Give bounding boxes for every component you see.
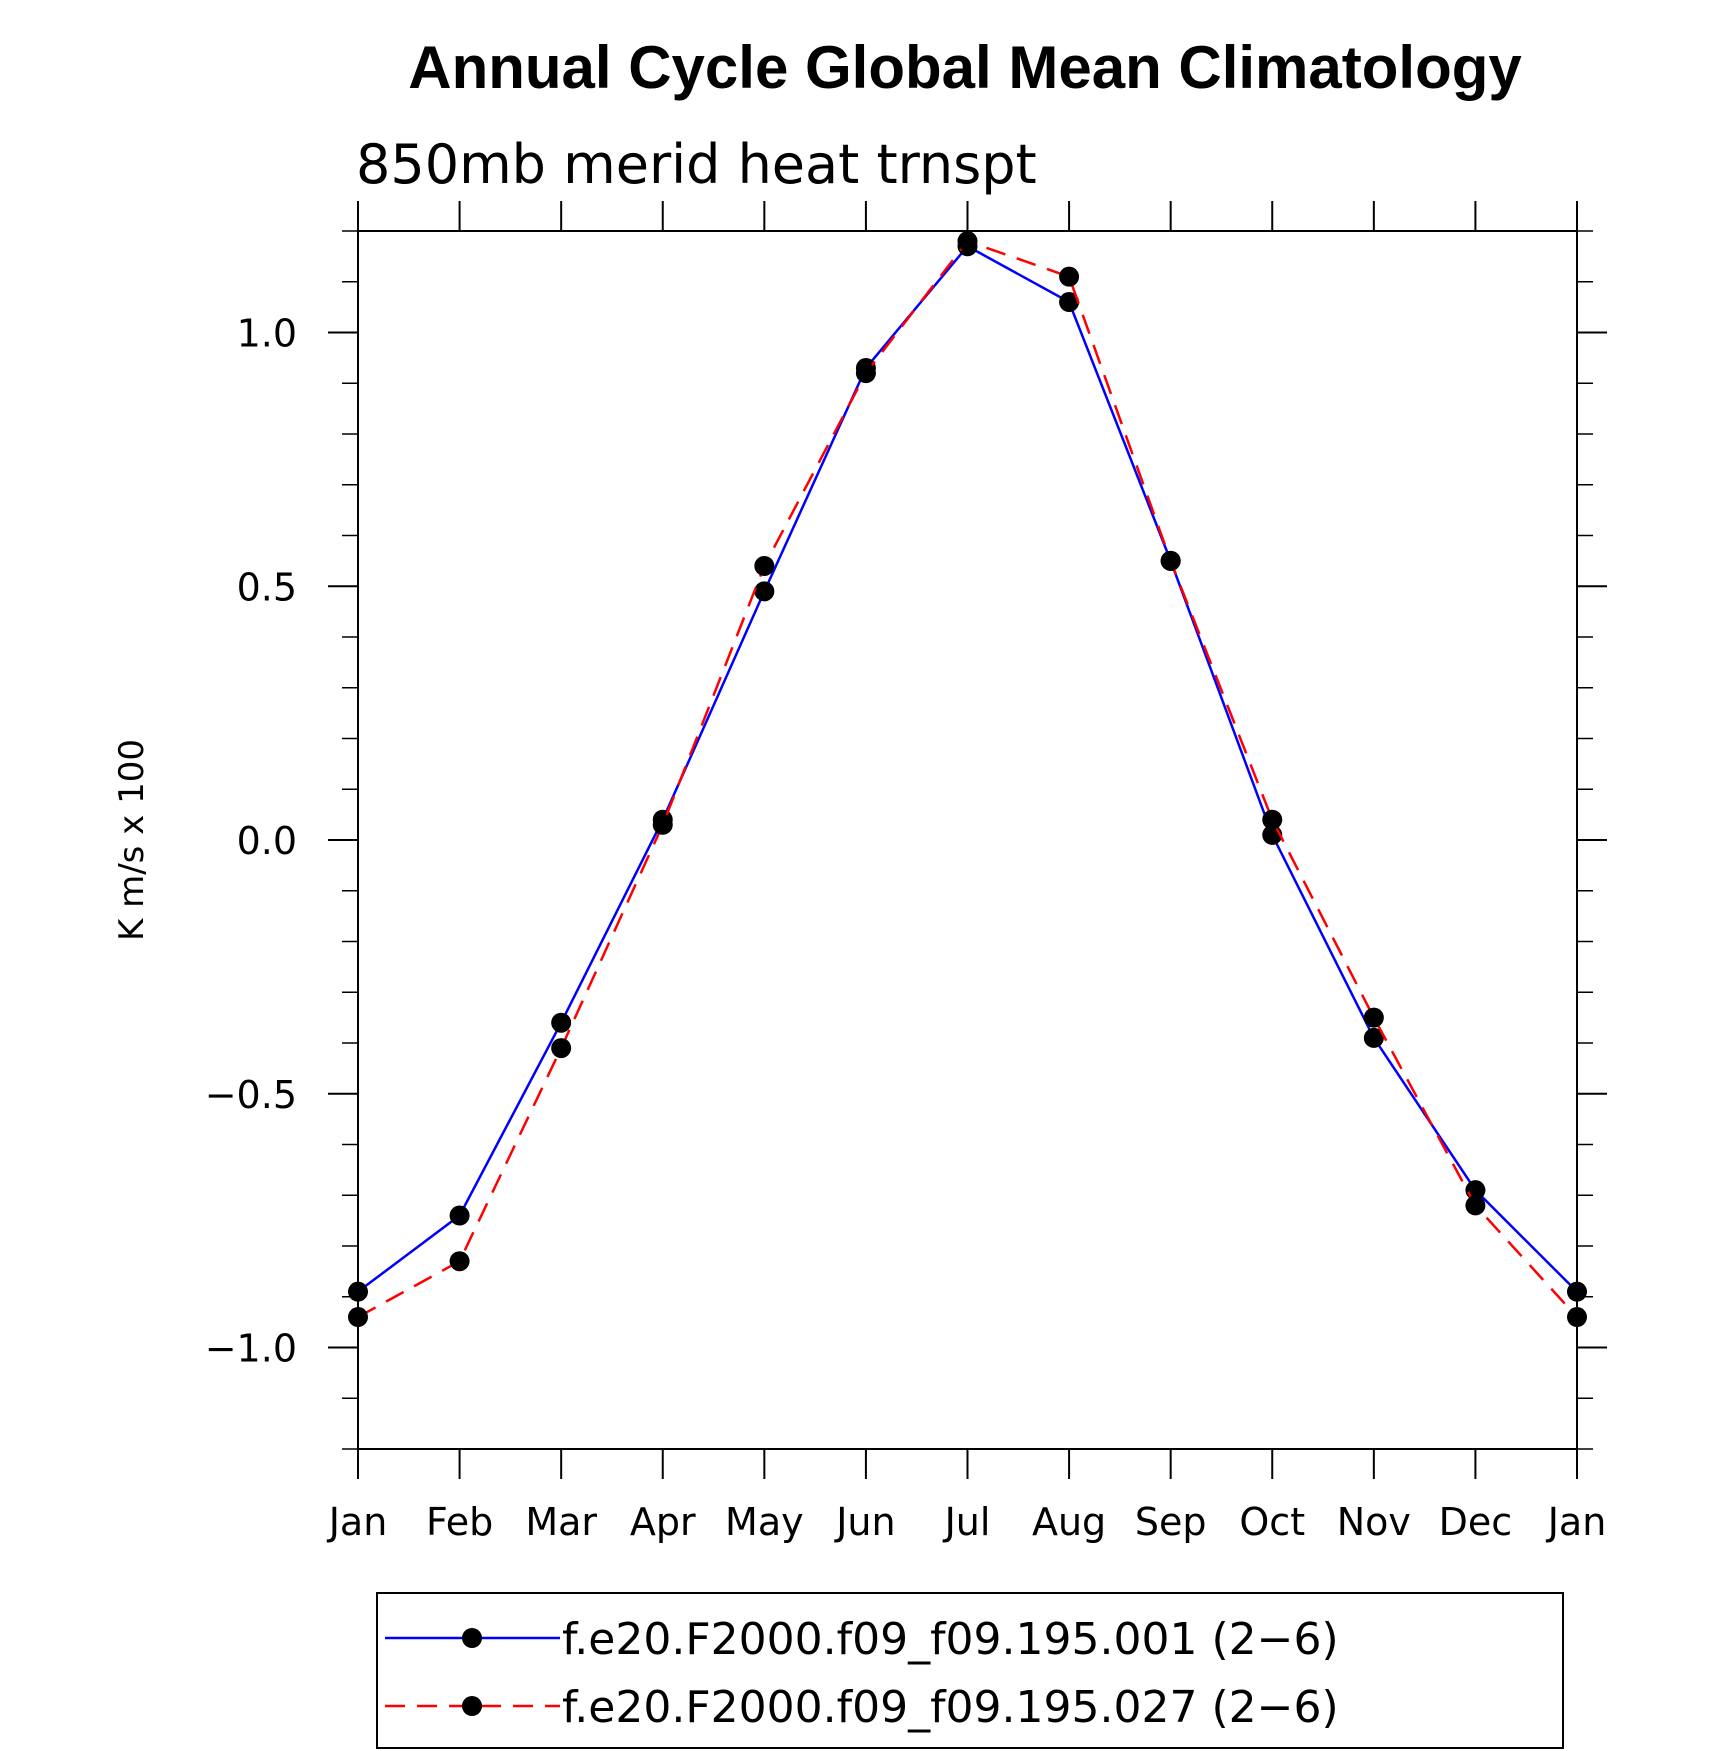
y-tick-label: 0.0 <box>237 819 297 863</box>
series-2-point <box>1363 1007 1384 1028</box>
x-tick-label: Jan <box>1546 1500 1607 1544</box>
series-2-point <box>1262 809 1283 830</box>
series-2-point <box>1160 550 1181 571</box>
x-tick-label: Oct <box>1239 1500 1305 1544</box>
series-2-point <box>957 231 978 252</box>
series-2-point <box>348 1307 368 1328</box>
legend-label-2: f.e20.F2000.f09_f09.195.027 (2−6) <box>562 1682 1339 1733</box>
series-2-point <box>1465 1195 1486 1216</box>
x-tick-label: Jan <box>327 1500 388 1544</box>
x-tick-label: Aug <box>1032 1500 1106 1544</box>
x-tick-label: Jun <box>834 1500 895 1544</box>
x-tick-label: Nov <box>1337 1500 1411 1544</box>
series-1-point <box>1567 1281 1587 1302</box>
series-line-1 <box>357 244 1578 1293</box>
series-2-point <box>449 1251 470 1272</box>
series-1-point <box>754 581 775 602</box>
x-tick-label: Mar <box>525 1500 597 1544</box>
series-1-point <box>551 1012 572 1033</box>
series-1-point <box>1363 1027 1384 1048</box>
y-tick-label: −0.5 <box>205 1073 297 1117</box>
x-tick-label: Feb <box>426 1500 493 1544</box>
series-layer <box>348 231 1587 1328</box>
y-tick-label: −1.0 <box>205 1327 297 1371</box>
series-1-point <box>348 1281 368 1302</box>
series-2-point <box>652 814 673 835</box>
chart-subtitle: 850mb merid heat trnspt <box>356 133 1037 196</box>
legend-marker-2 <box>462 1696 482 1716</box>
series-2-point <box>1059 266 1080 287</box>
legend-box <box>376 1592 1564 1749</box>
series-2-point <box>551 1038 572 1059</box>
chart-title: Annual Cycle Global Mean Climatology <box>408 34 1522 101</box>
series-2-point <box>855 363 876 384</box>
series-line-2 <box>357 239 1578 1319</box>
series-2-point <box>754 555 775 576</box>
y-tick-label: 0.5 <box>237 565 297 609</box>
x-tick-label: Sep <box>1135 1500 1207 1544</box>
legend-marker-1 <box>462 1628 482 1648</box>
y-tick-label: 1.0 <box>237 312 297 356</box>
x-tick-label: Apr <box>630 1500 696 1544</box>
series-1-point <box>449 1205 470 1226</box>
series-2-point <box>1567 1307 1587 1328</box>
legend-label-1: f.e20.F2000.f09_f09.195.001 (2−6) <box>562 1614 1339 1665</box>
x-tick-label: Jul <box>943 1500 991 1544</box>
x-tick-label: Dec <box>1439 1500 1513 1544</box>
axes: Jan Feb Mar Apr May Jun Jul Aug Sep Oct Nov Dec Jan −… <box>112 201 1607 1544</box>
legend: f.e20.F2000.f09_f09.195.001 (2−6) f.e20.F… <box>376 1592 1564 1749</box>
y-axis-label: K m/s x 100 <box>112 739 152 941</box>
series-1-point <box>1059 292 1080 313</box>
x-tick-label: May <box>725 1500 804 1544</box>
plot-frame <box>357 230 1578 1450</box>
